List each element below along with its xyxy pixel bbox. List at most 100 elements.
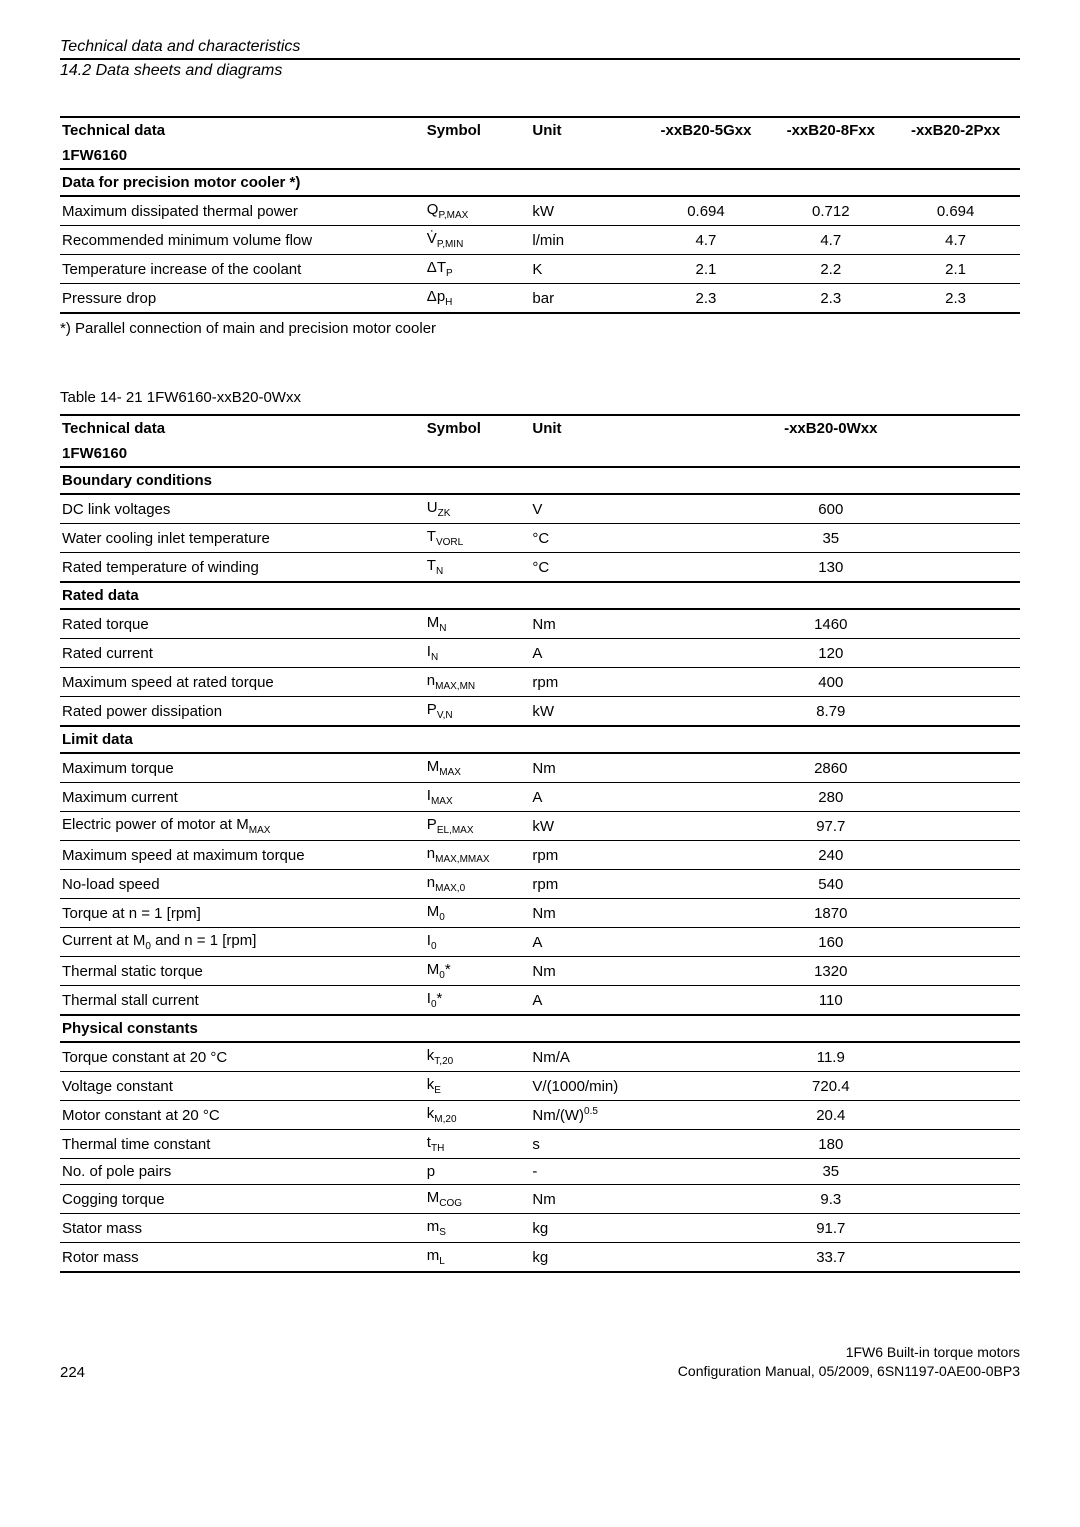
cell-value: 0.694 (646, 196, 771, 226)
cell-label: Rated power dissipation (60, 697, 425, 727)
cell-symbol: tTH (425, 1130, 531, 1159)
footer-line2: Configuration Manual, 05/2009, 6SN1197-0… (678, 1362, 1020, 1381)
t1-head-unit: Unit (530, 117, 645, 143)
cell-value: 97.7 (646, 812, 1020, 841)
cell-symbol: nMAX,MN (425, 668, 531, 697)
cell-value: 2.2 (770, 255, 895, 284)
t2-caption: Table 14- 21 1FW6160-xxB20-0Wxx (60, 389, 1020, 406)
cell-label: Rotor mass (60, 1243, 425, 1273)
cell-label: No. of pole pairs (60, 1159, 425, 1185)
cell-symbol: mS (425, 1214, 531, 1243)
page-number: 224 (60, 1364, 85, 1381)
cell-label: Rated current (60, 639, 425, 668)
t1-head-v3: -xxB20-2Pxx (895, 117, 1020, 143)
cell-symbol: kM,20 (425, 1101, 531, 1130)
table-row: Cogging torque MCOG Nm 9.3 (60, 1185, 1020, 1214)
cell-unit: Nm/(W)0.5 (530, 1101, 645, 1130)
cell-unit: V/(1000/min) (530, 1072, 645, 1101)
cell-unit: A (530, 928, 645, 957)
t2-head-v: -xxB20-0Wxx (646, 415, 1020, 441)
t1-head-label2: 1FW6160 (60, 143, 425, 169)
table-row: Maximum dissipated thermal power QP,MAX … (60, 196, 1020, 226)
cell-unit: rpm (530, 870, 645, 899)
cell-value: 2.3 (770, 284, 895, 314)
cell-label: Voltage constant (60, 1072, 425, 1101)
cell-value: 20.4 (646, 1101, 1020, 1130)
cell-label: No-load speed (60, 870, 425, 899)
cell-symbol: V̇P,MIN (425, 226, 531, 255)
table-row: Rated current IN A 120 (60, 639, 1020, 668)
cell-value: 1460 (646, 609, 1020, 639)
cell-label: Rated torque (60, 609, 425, 639)
cell-value: 110 (646, 986, 1020, 1016)
cell-label: Maximum current (60, 783, 425, 812)
t2-section: Limit data (60, 726, 1020, 753)
cell-symbol: nMAX,0 (425, 870, 531, 899)
cell-label: Cogging torque (60, 1185, 425, 1214)
cell-value: 2.3 (895, 284, 1020, 314)
cell-label: DC link voltages (60, 494, 425, 524)
cell-unit: K (530, 255, 645, 284)
t1-footnote: *) Parallel connection of main and preci… (60, 320, 1020, 337)
cell-value: 280 (646, 783, 1020, 812)
cell-unit: kg (530, 1243, 645, 1273)
cell-label: Electric power of motor at MMAX (60, 812, 425, 841)
table-precision-cooler: Technical data Symbol Unit -xxB20-5Gxx -… (60, 116, 1020, 314)
cell-value: 2.1 (895, 255, 1020, 284)
cell-value: 600 (646, 494, 1020, 524)
cell-label: Maximum dissipated thermal power (60, 196, 425, 226)
cell-unit: rpm (530, 841, 645, 870)
table-row: Thermal stall current I0* A 110 (60, 986, 1020, 1016)
cell-value: 91.7 (646, 1214, 1020, 1243)
t1-head-v2: -xxB20-8Fxx (770, 117, 895, 143)
cell-value: 4.7 (770, 226, 895, 255)
t1-section: Data for precision motor cooler *) (60, 169, 1020, 196)
cell-unit: kg (530, 1214, 645, 1243)
table-technical-data: Technical data Symbol Unit -xxB20-0Wxx 1… (60, 414, 1020, 1273)
table-row: Stator mass mS kg 91.7 (60, 1214, 1020, 1243)
cell-symbol: UZK (425, 494, 531, 524)
table-row: Rated torque MN Nm 1460 (60, 609, 1020, 639)
t2-head-unit: Unit (530, 415, 645, 441)
table-row: Thermal time constant tTH s 180 (60, 1130, 1020, 1159)
cell-unit: A (530, 783, 645, 812)
cell-symbol: mL (425, 1243, 531, 1273)
cell-value: 11.9 (646, 1042, 1020, 1072)
cell-unit: kW (530, 697, 645, 727)
table-row: DC link voltages UZK V 600 (60, 494, 1020, 524)
t2-section: Physical constants (60, 1015, 1020, 1042)
cell-value: 240 (646, 841, 1020, 870)
cell-symbol: PEL,MAX (425, 812, 531, 841)
page-footer: 224 1FW6 Built-in torque motors Configur… (60, 1343, 1020, 1381)
cell-value: 120 (646, 639, 1020, 668)
cell-unit: °C (530, 524, 645, 553)
table-row: Maximum speed at maximum torque nMAX,MMA… (60, 841, 1020, 870)
cell-unit: l/min (530, 226, 645, 255)
cell-unit: A (530, 986, 645, 1016)
cell-symbol: TN (425, 553, 531, 583)
cell-value: 2.1 (646, 255, 771, 284)
cell-value: 400 (646, 668, 1020, 697)
table-row: Rated power dissipation PV,N kW 8.79 (60, 697, 1020, 727)
footer-line1: 1FW6 Built-in torque motors (678, 1343, 1020, 1362)
cell-label: Maximum speed at rated torque (60, 668, 425, 697)
cell-value: 540 (646, 870, 1020, 899)
table-row: Maximum current IMAX A 280 (60, 783, 1020, 812)
cell-symbol: ΔTP (425, 255, 531, 284)
cell-symbol: IN (425, 639, 531, 668)
table-row: No. of pole pairs p - 35 (60, 1159, 1020, 1185)
cell-value: 180 (646, 1130, 1020, 1159)
cell-label: Maximum torque (60, 753, 425, 783)
cell-label: Torque constant at 20 °C (60, 1042, 425, 1072)
cell-unit: °C (530, 553, 645, 583)
cell-symbol: QP,MAX (425, 196, 531, 226)
cell-unit: - (530, 1159, 645, 1185)
cell-symbol: p (425, 1159, 531, 1185)
cell-symbol: MN (425, 609, 531, 639)
cell-label: Motor constant at 20 °C (60, 1101, 425, 1130)
cell-label: Thermal static torque (60, 957, 425, 986)
cell-symbol: TVORL (425, 524, 531, 553)
cell-value: 1870 (646, 899, 1020, 928)
cell-unit: Nm (530, 753, 645, 783)
t1-head-symbol: Symbol (425, 117, 531, 143)
